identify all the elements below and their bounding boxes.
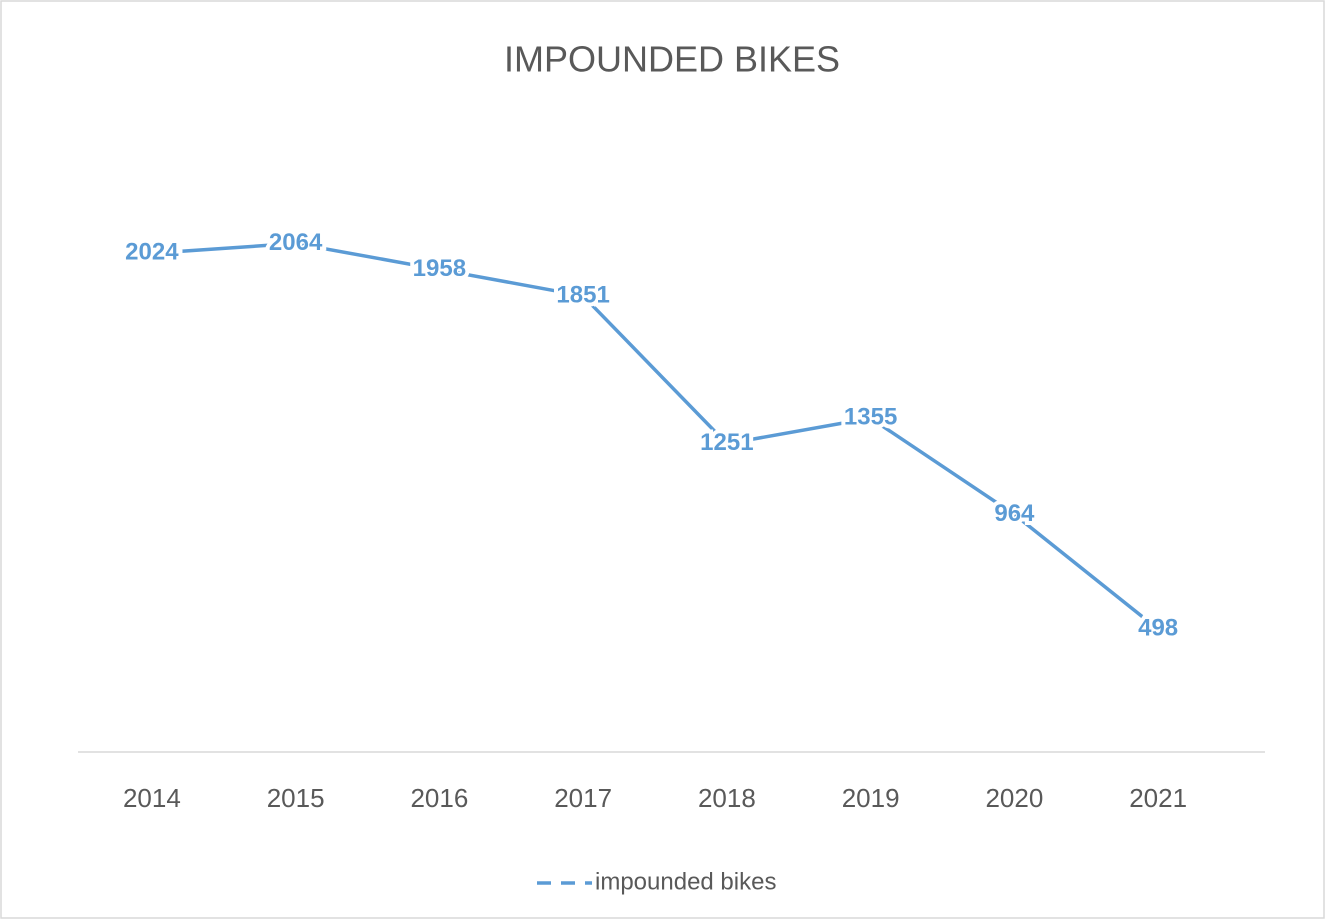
x-tick-label: 2017 xyxy=(554,783,612,813)
data-line xyxy=(151,241,1160,631)
x-tick-label: 2021 xyxy=(1129,783,1187,813)
data-label: 1355 xyxy=(844,403,897,430)
x-tick-label: 2014 xyxy=(123,783,181,813)
data-label: 964 xyxy=(994,500,1035,527)
data-label: 1958 xyxy=(413,255,466,282)
data-label: 2064 xyxy=(269,229,323,256)
x-tick-label: 2020 xyxy=(985,783,1043,813)
data-label: 1851 xyxy=(556,281,609,308)
data-label: 498 xyxy=(1138,615,1178,642)
data-label: 1251 xyxy=(700,429,753,456)
x-tick-label: 2015 xyxy=(267,783,325,813)
data-label: 2024 xyxy=(125,239,179,266)
x-tick-label: 2019 xyxy=(842,783,900,813)
x-tick-label: 2018 xyxy=(698,783,756,813)
chart-title: IMPOUNDED BIKES xyxy=(504,39,840,80)
legend-label: impounded bikes xyxy=(595,868,776,895)
x-tick-label: 2016 xyxy=(410,783,468,813)
